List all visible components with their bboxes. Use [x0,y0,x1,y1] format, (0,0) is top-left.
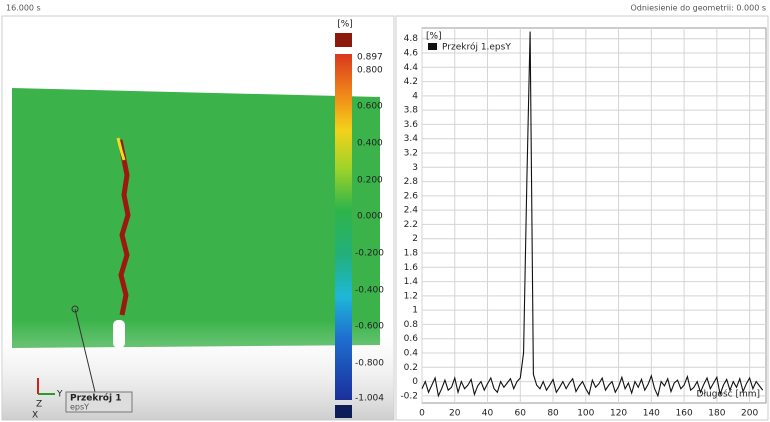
plot: -0.200.20.40.60.811.21.41.61.822.22.42.6… [400,28,766,419]
x-axis-label: Długość [mm] [697,389,760,400]
x-tick-label: 40 [482,409,494,419]
axis-y-label: Y [56,390,63,400]
colorbar-label: 0.600 [357,102,383,112]
reference-label: Odniesienie do geometrii: 0.000 s [630,4,766,13]
y-tick-label: 1.6 [404,263,419,273]
y-tick-label: 4.6 [404,49,419,59]
y-tick-label: 0.6 [404,334,419,344]
y-tick-label: 2.6 [404,191,419,201]
colorbar-label: 0.000 [357,212,383,222]
legend-label: Przekrój 1.epsY [442,42,511,53]
y-tick-label: 1 [412,306,418,316]
y-tick-label: 1.2 [404,291,418,301]
y-tick-label: 3.6 [404,120,419,130]
colorbar-label: 0.200 [357,176,383,186]
y-tick-label: 4.8 [404,34,419,44]
specimen [12,88,380,348]
y-tick-label: 4.2 [404,77,418,87]
legend-swatch [428,43,437,50]
x-tick-label: 0 [419,409,425,419]
y-tick-label: 0.8 [404,320,419,330]
x-tick-label: 200 [741,409,758,419]
y-tick-label: 2.4 [404,206,419,216]
colorbar-label: -1.004 [355,394,384,404]
colorbar-unit: [%] [337,20,353,30]
x-tick-label: 160 [676,409,693,419]
colorbar-label: 0.897 [357,53,383,63]
x-tick-label: 120 [610,409,627,419]
colorbar-under [335,405,352,418]
time-label: 16.000 s [6,4,41,13]
axis-x-label: X [32,411,38,421]
y-tick-label: 3.2 [404,149,418,159]
y-tick-label: 4 [412,91,418,101]
colorbar-label: 0.400 [357,139,383,149]
colorbar-label: -0.200 [355,249,384,259]
y-tick-label: 4.4 [404,63,419,73]
y-tick-label: 2.8 [404,177,419,187]
y-tick-label: 1.4 [404,277,419,287]
colorbar-label: -0.800 [355,359,384,369]
colorbar-label: -0.400 [355,286,384,296]
y-tick-label: 3.8 [404,106,419,116]
screen: 16.000 s Odniesienie do geometrii: 0.000… [0,0,770,422]
colorbar-over [335,33,352,47]
x-tick-label: 100 [577,409,594,419]
section-quantity: epsY [70,403,89,412]
colorbar [335,54,352,400]
y-unit: [%] [426,32,442,42]
y-tick-label: 3.4 [404,134,419,144]
colorbar-label: -0.600 [355,322,384,332]
x-tick-label: 80 [547,409,559,419]
x-tick-label: 180 [708,409,725,419]
y-tick-label: 0 [412,377,418,387]
y-tick-label: -0.2 [400,391,418,401]
y-tick-label: 0.4 [404,349,419,359]
y-tick-label: 2 [412,234,418,244]
axis-z-label: Z [36,400,42,410]
y-tick-label: 3 [412,163,418,173]
y-tick-label: 0.2 [404,363,418,373]
y-tick-label: 2.2 [404,220,418,230]
plot-area [422,28,766,403]
x-tick-label: 60 [515,409,527,419]
x-tick-label: 140 [643,409,660,419]
x-tick-label: 20 [449,409,461,419]
y-tick-label: 1.8 [404,249,419,259]
colorbar-label: 0.800 [357,66,383,76]
